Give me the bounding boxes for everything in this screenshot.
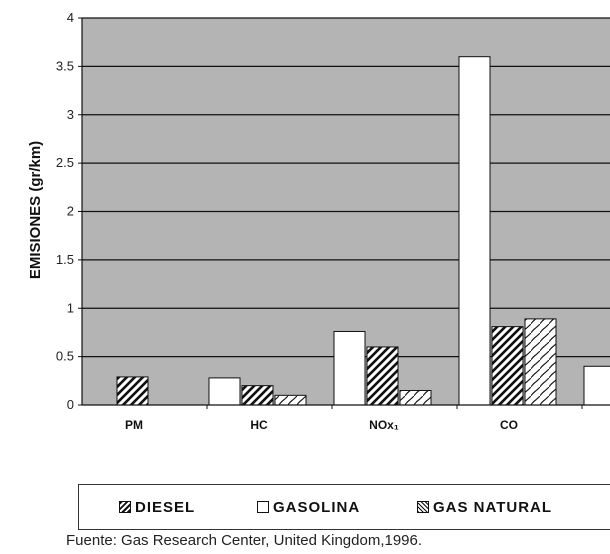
x-category-label: NOx₁ — [369, 418, 399, 432]
gasolina-swatch-icon — [257, 501, 269, 513]
bar-gas-natural-1 — [274, 394, 307, 406]
x-category-label: PM — [125, 418, 143, 432]
bar-gasolina-2 — [333, 330, 366, 406]
legend-item-gas-natural: GAS NATURAL — [417, 485, 552, 529]
legend-label-diesel: DIESEL — [135, 498, 196, 516]
bar-gasolina-1 — [208, 377, 241, 406]
y-tick-label: 3 — [67, 107, 74, 122]
legend-label-gas-natural: GAS NATURAL — [433, 498, 553, 516]
y-tick-label: 2 — [67, 204, 74, 219]
x-category-label: HC — [250, 418, 268, 432]
bar-gas-natural-2 — [399, 389, 432, 406]
diesel-swatch-icon — [119, 501, 131, 513]
y-tick-label: 2.5 — [56, 155, 74, 170]
y-axis-title: EMISIONES (gr/km) — [27, 141, 44, 279]
bar-gas-natural-3 — [524, 318, 557, 406]
y-tick-label: 1.5 — [56, 252, 74, 267]
legend-item-diesel: DIESEL — [119, 485, 195, 529]
bar-diesel-0 — [116, 376, 149, 406]
bar-gasolina-4 — [583, 365, 610, 406]
y-tick-label: 0 — [67, 397, 74, 412]
emissions-bar-chart: 00.511.522.533.54PMHCNOx₁COHCNM EMISIONE… — [27, 10, 610, 432]
legend-item-gasolina: GASOLINA — [257, 485, 360, 529]
chart-legend: DIESEL GASOLINA GAS NATURAL — [78, 484, 610, 530]
bar-gasolina-3 — [458, 56, 491, 406]
bar-diesel-2 — [366, 346, 399, 406]
y-tick-label: 4 — [67, 10, 74, 25]
source-note: Fuente: Gas Research Center, United King… — [66, 532, 423, 549]
bar-diesel-1 — [241, 385, 274, 406]
bar-diesel-3 — [491, 326, 524, 406]
y-tick-label: 0.5 — [56, 349, 74, 364]
x-category-label: CO — [500, 418, 518, 432]
gas-natural-swatch-icon — [417, 501, 429, 513]
legend-label-gasolina: GASOLINA — [273, 498, 361, 516]
y-tick-label: 1 — [67, 300, 74, 315]
y-tick-label: 3.5 — [56, 58, 74, 73]
